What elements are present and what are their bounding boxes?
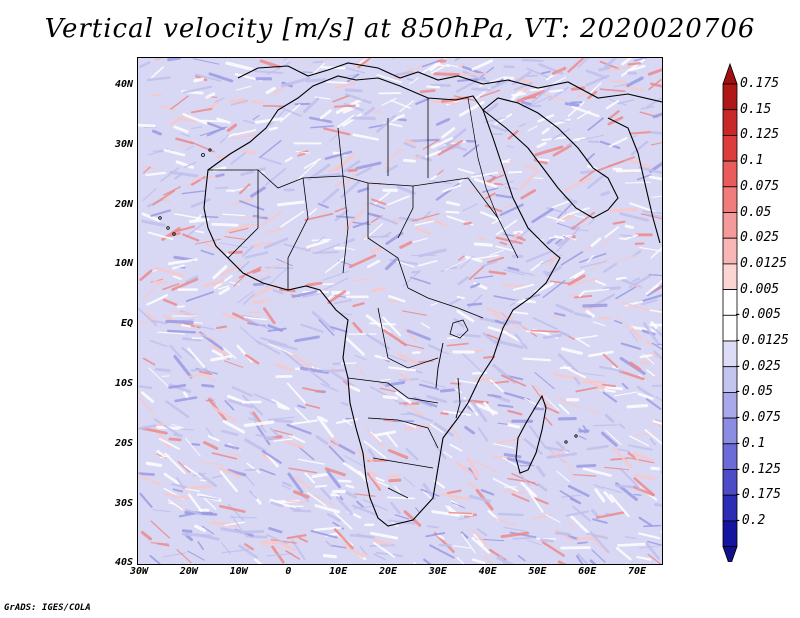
colorbar-label-12: -0.05 bbox=[734, 384, 774, 400]
colorbar-box-7 bbox=[722, 263, 738, 290]
colorbar bbox=[722, 62, 738, 562]
colorbar-box-6 bbox=[722, 237, 738, 265]
colorbar-label-7: 0.0125 bbox=[740, 255, 787, 271]
arabia-coastline bbox=[482, 97, 619, 219]
colorbar-box-1 bbox=[722, 109, 738, 136]
colorbar-label-6: 0.025 bbox=[740, 230, 780, 246]
africa-coastline bbox=[203, 75, 561, 527]
lake-victoria bbox=[449, 319, 469, 339]
colorbar-box-3 bbox=[722, 160, 738, 188]
colorbar-bottom-arrow bbox=[722, 546, 738, 562]
map-svg bbox=[138, 58, 662, 564]
colorbar-boxes bbox=[722, 62, 738, 562]
country-borders bbox=[208, 98, 519, 499]
colorbar-label-14: -0.1 bbox=[734, 435, 766, 451]
colorbar-label-2: 0.125 bbox=[740, 127, 780, 143]
lon-label-50E: 50E bbox=[528, 566, 547, 577]
rift-lakes bbox=[435, 342, 461, 419]
colorbar-label-11: -0.025 bbox=[734, 358, 781, 374]
chart-title: Vertical velocity [m/s] at 850hPa, VT: 2… bbox=[44, 14, 756, 44]
colorbar-label-4: 0.075 bbox=[740, 178, 780, 194]
colorbar-box-5 bbox=[722, 212, 738, 239]
islands bbox=[158, 148, 578, 444]
colorbar-label-15: -0.125 bbox=[734, 461, 781, 477]
field-background bbox=[138, 58, 662, 564]
europe-coastline bbox=[237, 62, 662, 103]
colorbar-box-2 bbox=[722, 135, 738, 162]
colorbar-label-9: -0.005 bbox=[734, 307, 781, 323]
lon-label-30W: 30W bbox=[129, 566, 149, 577]
lon-label-20E: 20E bbox=[378, 566, 398, 577]
coastlines bbox=[203, 62, 662, 527]
lat-label-30N: 30N bbox=[114, 138, 133, 150]
lat-label-40N: 40N bbox=[114, 79, 133, 90]
colorbar-label-16: -0.175 bbox=[734, 487, 781, 503]
colorbar-top-arrow bbox=[722, 62, 738, 85]
nile-river bbox=[467, 97, 499, 219]
colorbar-label-13: -0.075 bbox=[734, 410, 781, 426]
lon-label-60E: 60E bbox=[578, 566, 597, 577]
colorbar-box-4 bbox=[722, 186, 738, 213]
colorbar-label-1: 0.15 bbox=[740, 101, 772, 117]
velocity-field-texture bbox=[138, 58, 662, 564]
lat-label-30S: 30S bbox=[114, 497, 133, 509]
colorbar-label-10: -0.0125 bbox=[734, 333, 789, 348]
lat-label-20N: 20N bbox=[114, 198, 133, 210]
colorbar-box-0 bbox=[722, 83, 738, 111]
map-plot-area bbox=[137, 57, 663, 565]
lon-label-0: 0 bbox=[285, 566, 292, 577]
lon-label-10E: 10E bbox=[329, 566, 348, 577]
footer-credit: GrADS: IGES/COLA bbox=[4, 603, 91, 613]
colorbar-label-0: 0.175 bbox=[740, 76, 780, 91]
madagascar-coastline bbox=[515, 394, 547, 474]
india-coastline bbox=[607, 117, 661, 244]
colorbar-label-3: 0.1 bbox=[740, 153, 764, 169]
lon-label-30E: 30E bbox=[428, 566, 447, 577]
lat-label-EQ: EQ bbox=[120, 318, 133, 330]
lon-label-10W: 10W bbox=[229, 566, 248, 577]
lon-label-40E: 40E bbox=[478, 566, 497, 577]
lat-label-20S: 20S bbox=[114, 437, 133, 449]
lat-label-10N: 10N bbox=[114, 258, 133, 270]
colorbar-label-8: 0.005 bbox=[740, 281, 780, 297]
lat-label-40S: 40S bbox=[114, 557, 133, 569]
lon-label-70E: 70E bbox=[627, 566, 647, 577]
colorbar-label-17: -0.2 bbox=[734, 512, 766, 528]
colorbar-label-5: 0.05 bbox=[740, 204, 772, 220]
lat-label-10S: 10S bbox=[114, 378, 133, 389]
lon-label-20W: 20W bbox=[179, 566, 198, 577]
